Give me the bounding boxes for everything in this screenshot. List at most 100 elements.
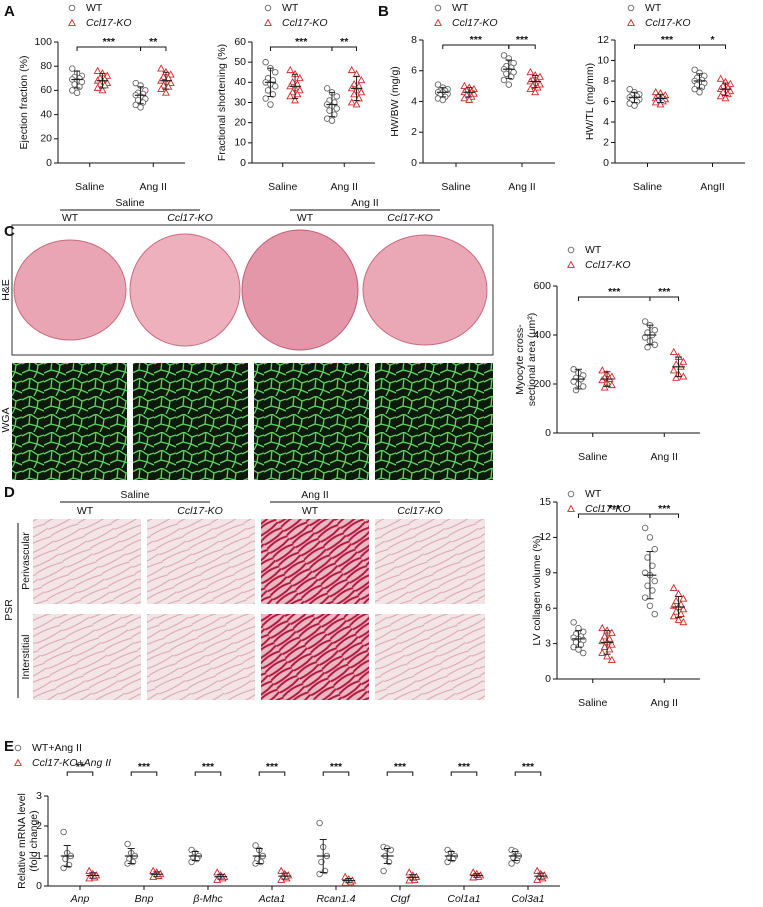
data-point (679, 618, 688, 626)
y-tick-label: 12 (597, 34, 609, 46)
data-point (73, 89, 81, 97)
y-axis-label: sectional area (μm²) (526, 313, 538, 407)
panel-letter: A (4, 3, 15, 20)
data-point (347, 98, 356, 106)
y-tick-label: 2 (36, 820, 42, 832)
data-point (350, 90, 359, 98)
psr-image (147, 614, 255, 700)
data-point (264, 4, 272, 12)
x-tick-label: Ctgf (390, 893, 410, 905)
significance-bracket (322, 771, 350, 776)
data-point (656, 100, 665, 108)
legend-label: Ccl17-KO (585, 259, 631, 271)
data-point (333, 93, 341, 100)
data-point (627, 4, 635, 12)
significance-label: *** (608, 503, 621, 515)
significance-label: ** (76, 761, 85, 773)
data-point (580, 383, 587, 390)
data-point (691, 85, 698, 93)
data-point (603, 652, 612, 660)
x-tick-label: Col1a1 (447, 893, 480, 905)
wga-image (375, 363, 493, 480)
y-tick-label: 60 (234, 36, 246, 48)
psr-image (375, 614, 485, 700)
panel-letter: C (4, 223, 15, 240)
data-point (646, 534, 654, 541)
data-point (93, 66, 102, 74)
legend-label: WT (585, 244, 602, 256)
data-point (607, 628, 616, 636)
data-point (605, 645, 614, 653)
data-point (669, 366, 678, 374)
stain-label: PSR (3, 599, 15, 621)
data-point (137, 104, 144, 111)
significance-label: *** (202, 761, 215, 773)
column-label: WT (302, 505, 319, 517)
data-point (696, 89, 703, 96)
data-point (607, 655, 616, 663)
group-label: Ang II (351, 197, 378, 209)
column-label: Ccl17-KO (167, 212, 213, 224)
data-point (526, 84, 535, 93)
y-tick-label: 0 (36, 880, 42, 892)
data-point (161, 88, 170, 96)
row-label: WGA (0, 407, 12, 432)
data-point (286, 65, 295, 74)
x-tick-label: Saline (633, 181, 662, 193)
y-axis-label: HW/BW (mg/g) (389, 66, 401, 137)
data-point (434, 4, 442, 12)
wga-image (133, 363, 248, 480)
significance-label: *** (608, 286, 621, 298)
y-tick-label: 6 (603, 95, 609, 107)
legend-label: WT (645, 2, 662, 14)
data-point (508, 860, 515, 867)
data-point (85, 866, 94, 874)
data-point (669, 347, 678, 355)
x-tick-label: Saline (578, 697, 607, 709)
panel-letter: E (4, 738, 14, 755)
data-point (267, 101, 274, 108)
y-tick-label: 12 (539, 531, 551, 543)
data-point (157, 84, 166, 93)
y-tick-label: 0 (411, 157, 417, 169)
x-tick-label: Acta1 (258, 893, 286, 905)
data-point (252, 842, 259, 849)
data-point (679, 605, 688, 613)
psr-image (147, 519, 255, 604)
significance-bracket (386, 771, 414, 776)
wga-image (254, 363, 369, 480)
data-point (277, 866, 286, 874)
micrographs (11, 209, 494, 700)
y-tick-label: 600 (533, 280, 551, 292)
row-label: Perivascular (20, 532, 32, 590)
column-label: WT (297, 212, 314, 224)
panel-letter: B (378, 3, 389, 20)
y-tick-label: 8 (411, 34, 417, 46)
data-point (357, 75, 366, 84)
significance-label: ** (149, 36, 158, 48)
x-tick-label: Ang II (331, 181, 358, 193)
y-axis-label: Ejection fraction (%) (18, 56, 30, 150)
data-point (672, 607, 681, 615)
he-section (129, 233, 241, 347)
data-point (14, 744, 22, 752)
significance-bracket (194, 771, 222, 776)
data-point (567, 504, 575, 512)
y-tick-label: 30 (234, 96, 246, 108)
data-point (721, 94, 730, 102)
data-point (607, 640, 616, 648)
data-point (567, 260, 575, 268)
x-tick-label: Bnp (135, 893, 154, 905)
y-tick-label: 6 (411, 65, 417, 77)
data-point (536, 72, 544, 80)
he-section (13, 239, 127, 341)
significance-bracket (649, 296, 680, 301)
data-point (357, 88, 366, 96)
data-point (676, 609, 685, 617)
psr-image (375, 519, 485, 604)
significance-bracket (130, 771, 158, 776)
y-tick-label: 10 (234, 137, 246, 149)
data-point (500, 76, 508, 84)
y-tick-label: 8 (603, 75, 609, 87)
data-point (674, 589, 683, 597)
